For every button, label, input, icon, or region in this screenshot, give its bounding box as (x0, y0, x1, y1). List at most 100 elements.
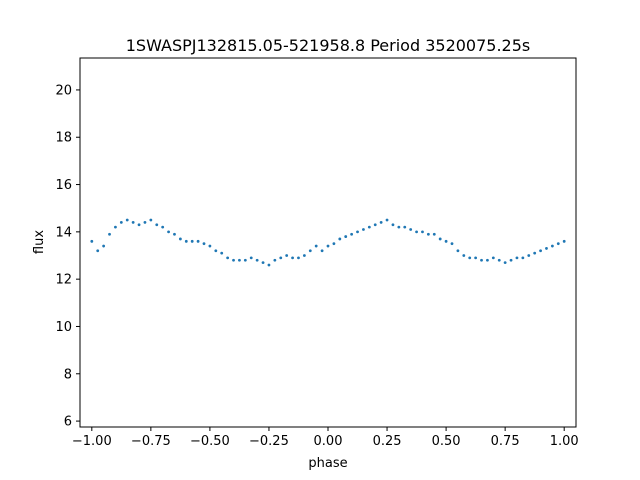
data-point (119, 220, 123, 224)
data-point (167, 230, 170, 234)
data-point (373, 223, 377, 227)
data-point (102, 244, 106, 248)
data-point (261, 261, 265, 265)
x-tick-label: 0.50 (432, 434, 461, 449)
data-point (249, 256, 253, 260)
chart-title: 1SWASPJ132815.05-521958.8 Period 3520075… (126, 36, 531, 55)
data-point (338, 237, 342, 241)
x-tick-label: −0.25 (249, 434, 289, 449)
data-point (350, 232, 354, 236)
data-point (149, 218, 153, 222)
data-point (509, 258, 513, 262)
data-point (503, 261, 507, 265)
data-point (391, 223, 395, 227)
data-point (238, 258, 241, 262)
data-point (480, 258, 483, 262)
x-tick-label: 0.25 (373, 434, 402, 449)
data-point (474, 256, 478, 260)
y-tick-label: 14 (55, 225, 72, 240)
data-points (90, 218, 566, 267)
data-point (131, 220, 135, 224)
data-point (497, 258, 501, 262)
data-point (320, 249, 324, 253)
data-point (444, 239, 448, 243)
x-tick-label: 0.75 (491, 434, 520, 449)
data-point (243, 258, 247, 262)
data-point (202, 242, 206, 246)
x-tick-label: 1.00 (550, 434, 579, 449)
data-point (196, 239, 200, 243)
data-point (155, 223, 159, 227)
data-point (462, 254, 466, 257)
data-point (556, 242, 560, 246)
x-tick-label: −1.00 (72, 434, 112, 449)
y-tick-label: 8 (64, 367, 72, 382)
data-point (184, 239, 188, 243)
data-point (415, 230, 418, 234)
x-axis-label: phase (308, 456, 347, 471)
data-point (267, 263, 271, 267)
data-point (232, 258, 235, 262)
data-point (545, 247, 548, 250)
y-tick-label: 20 (55, 83, 72, 98)
data-point (403, 225, 407, 229)
data-point (291, 256, 294, 260)
data-point (314, 244, 318, 248)
data-point (161, 225, 165, 229)
data-point (515, 256, 519, 260)
data-point (438, 237, 442, 241)
x-tick-label: 0.00 (314, 434, 343, 449)
data-point (426, 232, 430, 236)
y-tick-label: 10 (55, 320, 72, 335)
data-point (255, 258, 259, 262)
y-tick-label: 18 (55, 131, 72, 146)
data-point (521, 256, 525, 260)
data-point (208, 244, 212, 248)
data-point (108, 232, 111, 236)
x-tick-label: −0.75 (131, 434, 171, 449)
data-point (486, 258, 489, 262)
y-tick-label: 6 (64, 415, 72, 430)
data-point (356, 230, 359, 234)
data-point (491, 256, 495, 260)
data-point (550, 244, 554, 248)
data-point (279, 256, 283, 260)
data-point (456, 249, 460, 253)
data-point (114, 225, 117, 229)
data-point (379, 220, 383, 224)
data-point (421, 230, 424, 234)
data-point (308, 249, 312, 253)
data-point (214, 249, 218, 253)
data-point (409, 228, 413, 231)
data-point (273, 258, 277, 262)
data-point (432, 232, 436, 236)
data-point (90, 239, 94, 243)
data-point (285, 254, 289, 257)
data-point (226, 256, 230, 260)
y-tick-label: 16 (55, 178, 72, 193)
data-point (362, 228, 365, 231)
y-tick-label: 12 (55, 273, 72, 288)
data-point (143, 220, 147, 224)
data-point (178, 237, 182, 241)
data-point (137, 223, 141, 227)
data-point (96, 249, 100, 253)
data-point (385, 218, 389, 222)
data-point (173, 232, 176, 236)
data-point (332, 242, 336, 246)
data-point (302, 254, 306, 257)
data-point (326, 244, 330, 248)
data-point (562, 239, 566, 243)
data-point (297, 256, 300, 260)
data-point (344, 235, 348, 238)
data-point (367, 225, 371, 229)
data-point (533, 251, 537, 255)
data-point (190, 239, 194, 243)
y-axis-label: flux (32, 230, 47, 254)
data-point (527, 254, 531, 257)
data-point (397, 225, 401, 229)
x-tick-label: −0.50 (190, 434, 230, 449)
y-axis-ticks: 6 8 10 12 14 16 18 20 (55, 83, 80, 430)
